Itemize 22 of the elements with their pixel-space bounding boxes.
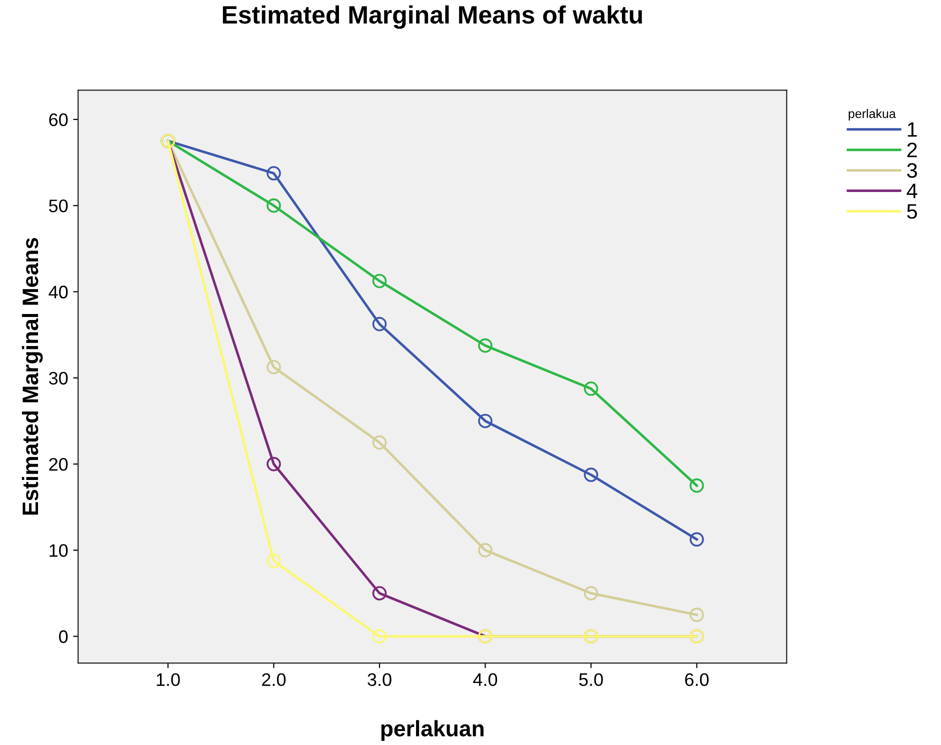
x-axis-title: perlakuan (381, 720, 484, 741)
legend-label: 4 (906, 184, 918, 198)
chart-title: Estimated Marginal Means of waktu (222, 5, 642, 29)
y-tick-label: 10 (50, 544, 68, 557)
y-tick-label: 0 (59, 630, 68, 644)
y-axis-title: Estimated Marginal Means (22, 238, 43, 515)
y-tick-label: 60 (49, 113, 68, 126)
y-tick-label: 20 (49, 458, 68, 471)
x-tick-label: 4.0 (473, 673, 498, 686)
legend-label: 3 (907, 163, 917, 178)
x-tick-label: 3.0 (368, 673, 392, 686)
legend-label: 5 (907, 204, 917, 219)
x-tick-label: 5.0 (579, 673, 603, 686)
y-tick-label: 50 (49, 200, 68, 212)
y-tick-label: 30 (48, 372, 68, 385)
x-tick-label: 6.0 (685, 673, 709, 686)
x-tick-label: 1.0 (156, 673, 180, 686)
legend-label: 1 (908, 122, 917, 137)
x-tick-label: 2.0 (262, 673, 286, 686)
legend-title: perlakua (848, 108, 896, 121)
legend-label: 2 (907, 142, 917, 158)
y-tick-label: 40 (48, 286, 68, 298)
